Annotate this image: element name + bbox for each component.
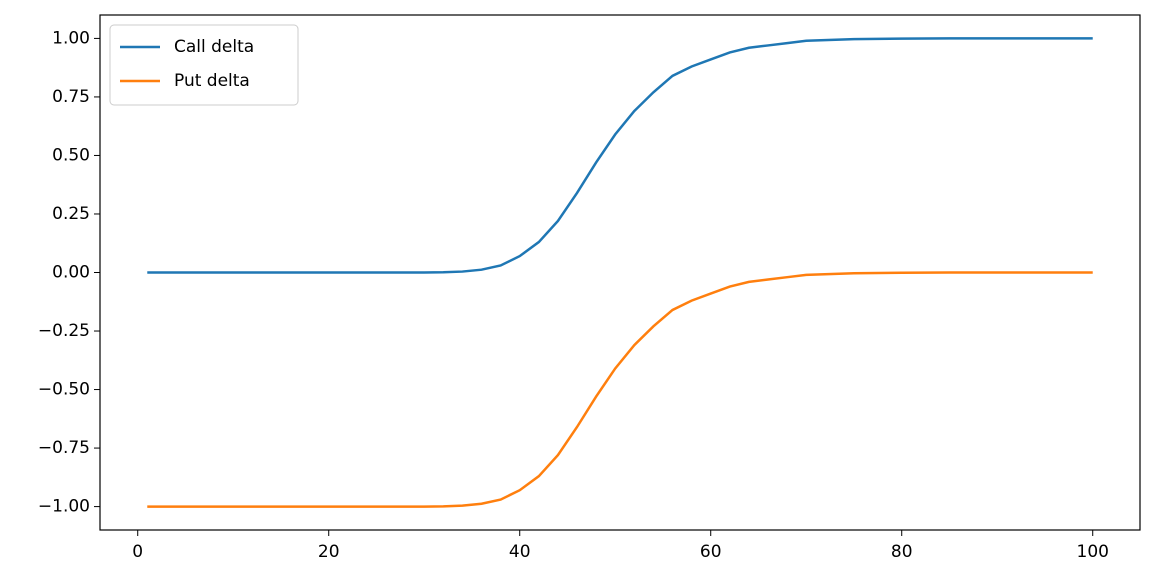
y-tick-label: 0.75	[52, 87, 90, 107]
x-tick-label: 80	[891, 542, 913, 562]
legend-box	[109, 24, 299, 106]
y-tick-label: −0.75	[38, 438, 90, 458]
legend-label: Call delta	[174, 37, 254, 57]
x-tick-label: 20	[318, 542, 340, 562]
y-tick-label: −0.25	[38, 321, 90, 341]
y-tick-label: −0.50	[38, 380, 90, 400]
y-tick-label: 0.50	[52, 145, 90, 165]
plot-frame	[99, 14, 1141, 531]
line	[147, 271, 1093, 508]
y-tick-label: 0.00	[52, 263, 90, 283]
y-tick-label: 0.25	[52, 204, 90, 224]
y-tick-label: 1.00	[52, 28, 90, 48]
line	[147, 37, 1093, 274]
y-tick-label: −1.00	[38, 497, 90, 517]
x-tick-label: 40	[509, 542, 531, 562]
x-tick-label: 60	[700, 542, 722, 562]
legend-label: Put delta	[174, 71, 250, 91]
x-tick-label: 100	[1077, 542, 1109, 562]
x-tick-label: 0	[132, 542, 143, 562]
